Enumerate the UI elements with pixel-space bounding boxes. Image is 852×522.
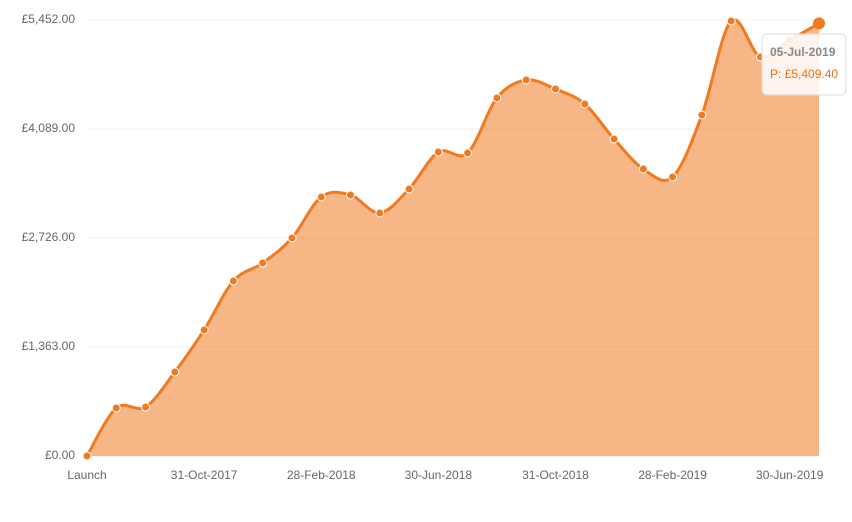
x-tick-label: 28-Feb-2018	[287, 468, 356, 482]
x-tick-label: 30-Jun-2018	[405, 468, 473, 482]
data-point	[521, 75, 531, 85]
data-point	[258, 258, 268, 268]
tooltip: 05-Jul-2019 P: £5,409.40	[761, 33, 847, 96]
data-point	[141, 402, 151, 412]
tooltip-value: P: £5,409.40	[770, 67, 838, 81]
y-tick-label: £5,452.00	[22, 12, 76, 26]
x-tick-label: 30-Jun-2019	[756, 468, 824, 482]
x-tick-label: 28-Feb-2019	[638, 468, 707, 482]
data-point	[228, 276, 238, 286]
data-point	[199, 325, 209, 335]
data-point	[726, 16, 736, 26]
data-point	[404, 184, 414, 194]
data-point	[492, 93, 502, 103]
x-tick-label: 31-Oct-2018	[522, 468, 589, 482]
y-tick-label: £2,726.00	[22, 230, 76, 244]
tooltip-title: 05-Jul-2019	[770, 45, 836, 59]
data-point	[638, 164, 648, 174]
area-fill	[87, 19, 819, 456]
data-point	[813, 17, 825, 30]
data-point	[170, 367, 180, 377]
data-point	[668, 172, 678, 182]
x-tick-label: 31-Oct-2017	[171, 468, 238, 482]
tooltip-box	[761, 33, 847, 96]
data-point	[82, 451, 92, 461]
data-point	[609, 134, 619, 144]
data-point	[463, 148, 473, 158]
data-point	[316, 192, 326, 202]
y-tick-label: £0.00	[45, 448, 75, 462]
data-point	[375, 208, 385, 218]
y-tick-label: £1,363.00	[22, 339, 76, 353]
data-point	[433, 147, 443, 157]
data-point	[580, 99, 590, 109]
x-tick-label: Launch	[67, 468, 106, 482]
data-point	[550, 84, 560, 94]
y-tick-label: £4,089.00	[22, 121, 76, 135]
data-point	[346, 190, 356, 200]
data-point	[287, 233, 297, 243]
data-point	[697, 110, 707, 120]
data-point	[111, 403, 121, 413]
